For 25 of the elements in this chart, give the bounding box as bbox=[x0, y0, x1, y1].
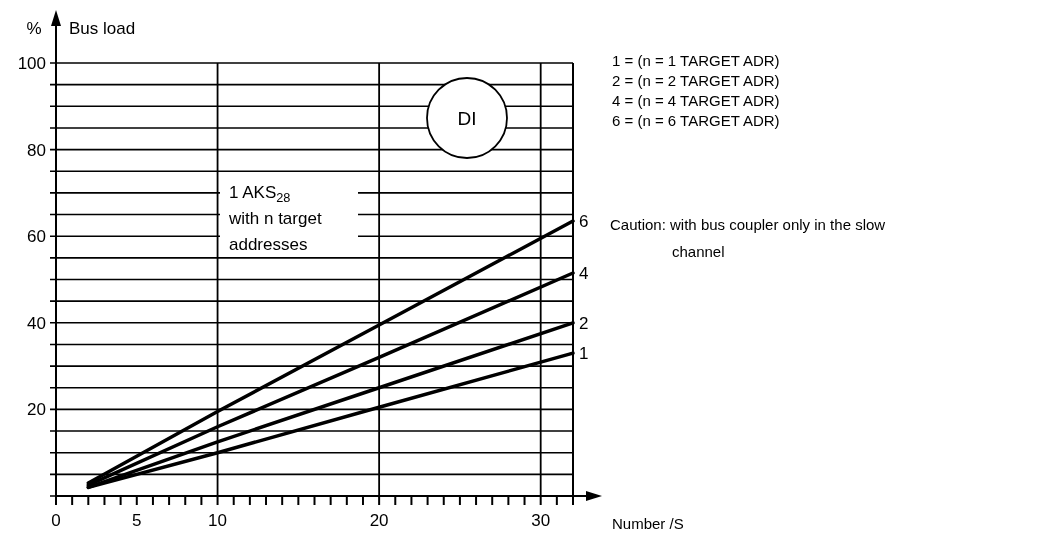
x-tick-label: 0 bbox=[51, 511, 61, 530]
series-label: 2 bbox=[579, 313, 589, 333]
text: 6 = (n = 6 TARGET ADR) bbox=[612, 112, 780, 129]
x-tick-label: 30 bbox=[531, 511, 551, 530]
text: 2 = (n = 2 TARGET ADR) bbox=[612, 72, 780, 89]
series-label: 4 bbox=[579, 264, 589, 284]
y-tick-label: 80 bbox=[27, 140, 46, 160]
x-tick-label: 20 bbox=[369, 511, 389, 530]
series-label: 1 bbox=[579, 344, 589, 364]
y-tick-label: 40 bbox=[27, 313, 46, 333]
y-tick-label: 20 bbox=[27, 400, 46, 420]
series-label: 6 bbox=[579, 212, 589, 232]
text: 4 = (n = 4 TARGET ADR) bbox=[612, 92, 780, 109]
x-tick-label: 5 bbox=[132, 511, 142, 530]
text: Caution: with bus coupler only in the slow channel bbox=[610, 216, 886, 260]
text: 1 = (n = 1 TARGET ADR) bbox=[612, 52, 780, 69]
x-axis-title: Number /S bbox=[612, 515, 684, 532]
y-axis-title: Bus load bbox=[69, 19, 136, 38]
annotation: DI bbox=[457, 108, 477, 129]
text: % bbox=[26, 19, 42, 38]
x-tick-label: 10 bbox=[208, 511, 228, 530]
y-tick-label: 100 bbox=[17, 54, 46, 73]
annotation: 1 AKS$_{28}$ with n target addresses bbox=[228, 183, 322, 254]
circle-badge: DI bbox=[426, 77, 508, 159]
y-tick-label: 60 bbox=[27, 227, 46, 247]
